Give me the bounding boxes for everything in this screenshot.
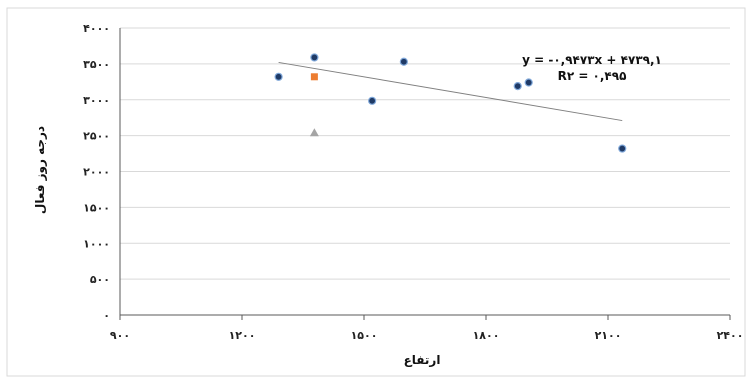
- y-tick-label: ۱۰۰۰: [83, 237, 110, 250]
- data-point-circle: [310, 53, 319, 62]
- data-point-circle: [274, 72, 283, 81]
- tick-labels: ۰ ۵۰۰ ۱۰۰۰ ۱۵۰۰ ۲۰۰۰ ۲۵۰۰ ۳۰۰۰ ۳۵۰۰ ۴۰۰۰ ۹۰۰ ۱۲۰۰ ۱…: [83, 22, 743, 342]
- y-tick-label: ۳۰۰۰: [83, 94, 110, 107]
- x-tick-label: ۱۵۰۰: [351, 329, 378, 342]
- trendline: [278, 61, 623, 122]
- trendline-r-squared: R۲ = ۰,۴۹۵: [558, 69, 627, 83]
- data-point-circle: [513, 82, 522, 91]
- data-point-circle: [524, 78, 533, 87]
- y-axis-title: درجه روز فعال: [33, 126, 48, 214]
- data-point-circle: [618, 144, 627, 153]
- x-tick-label: ۲۴۰۰: [717, 329, 744, 342]
- x-axis-title: ارتفاع: [404, 353, 441, 367]
- trendline-group: [278, 61, 623, 122]
- data-point-circle: [399, 57, 408, 66]
- trendline-equation: y = -۰,۹۴۷۳x + ۴۷۳۹,۱: [522, 53, 662, 67]
- x-tick-label: ۱۲۰۰: [229, 329, 256, 342]
- y-tick-label: ۰: [103, 309, 110, 322]
- data-points: [274, 53, 627, 153]
- data-point-square: [310, 73, 318, 81]
- y-tick-label: ۱۵۰۰: [83, 201, 110, 214]
- x-tick-label: ۹۰۰: [110, 329, 130, 342]
- y-tick-label: ۳۵۰۰: [83, 58, 110, 71]
- y-tick-label: ۲۵۰۰: [83, 130, 110, 143]
- y-tick-label: ۴۰۰۰: [83, 22, 110, 35]
- gridlines: [120, 27, 730, 280]
- data-point-circle: [368, 96, 377, 105]
- axes: [119, 28, 731, 320]
- x-tick-label: ۲۱۰۰: [595, 329, 622, 342]
- y-tick-label: ۲۰۰۰: [83, 166, 110, 179]
- data-point-triangle: [309, 128, 319, 137]
- y-tick-label: ۵۰۰: [90, 273, 110, 286]
- x-tick-label: ۱۸۰۰: [473, 329, 500, 342]
